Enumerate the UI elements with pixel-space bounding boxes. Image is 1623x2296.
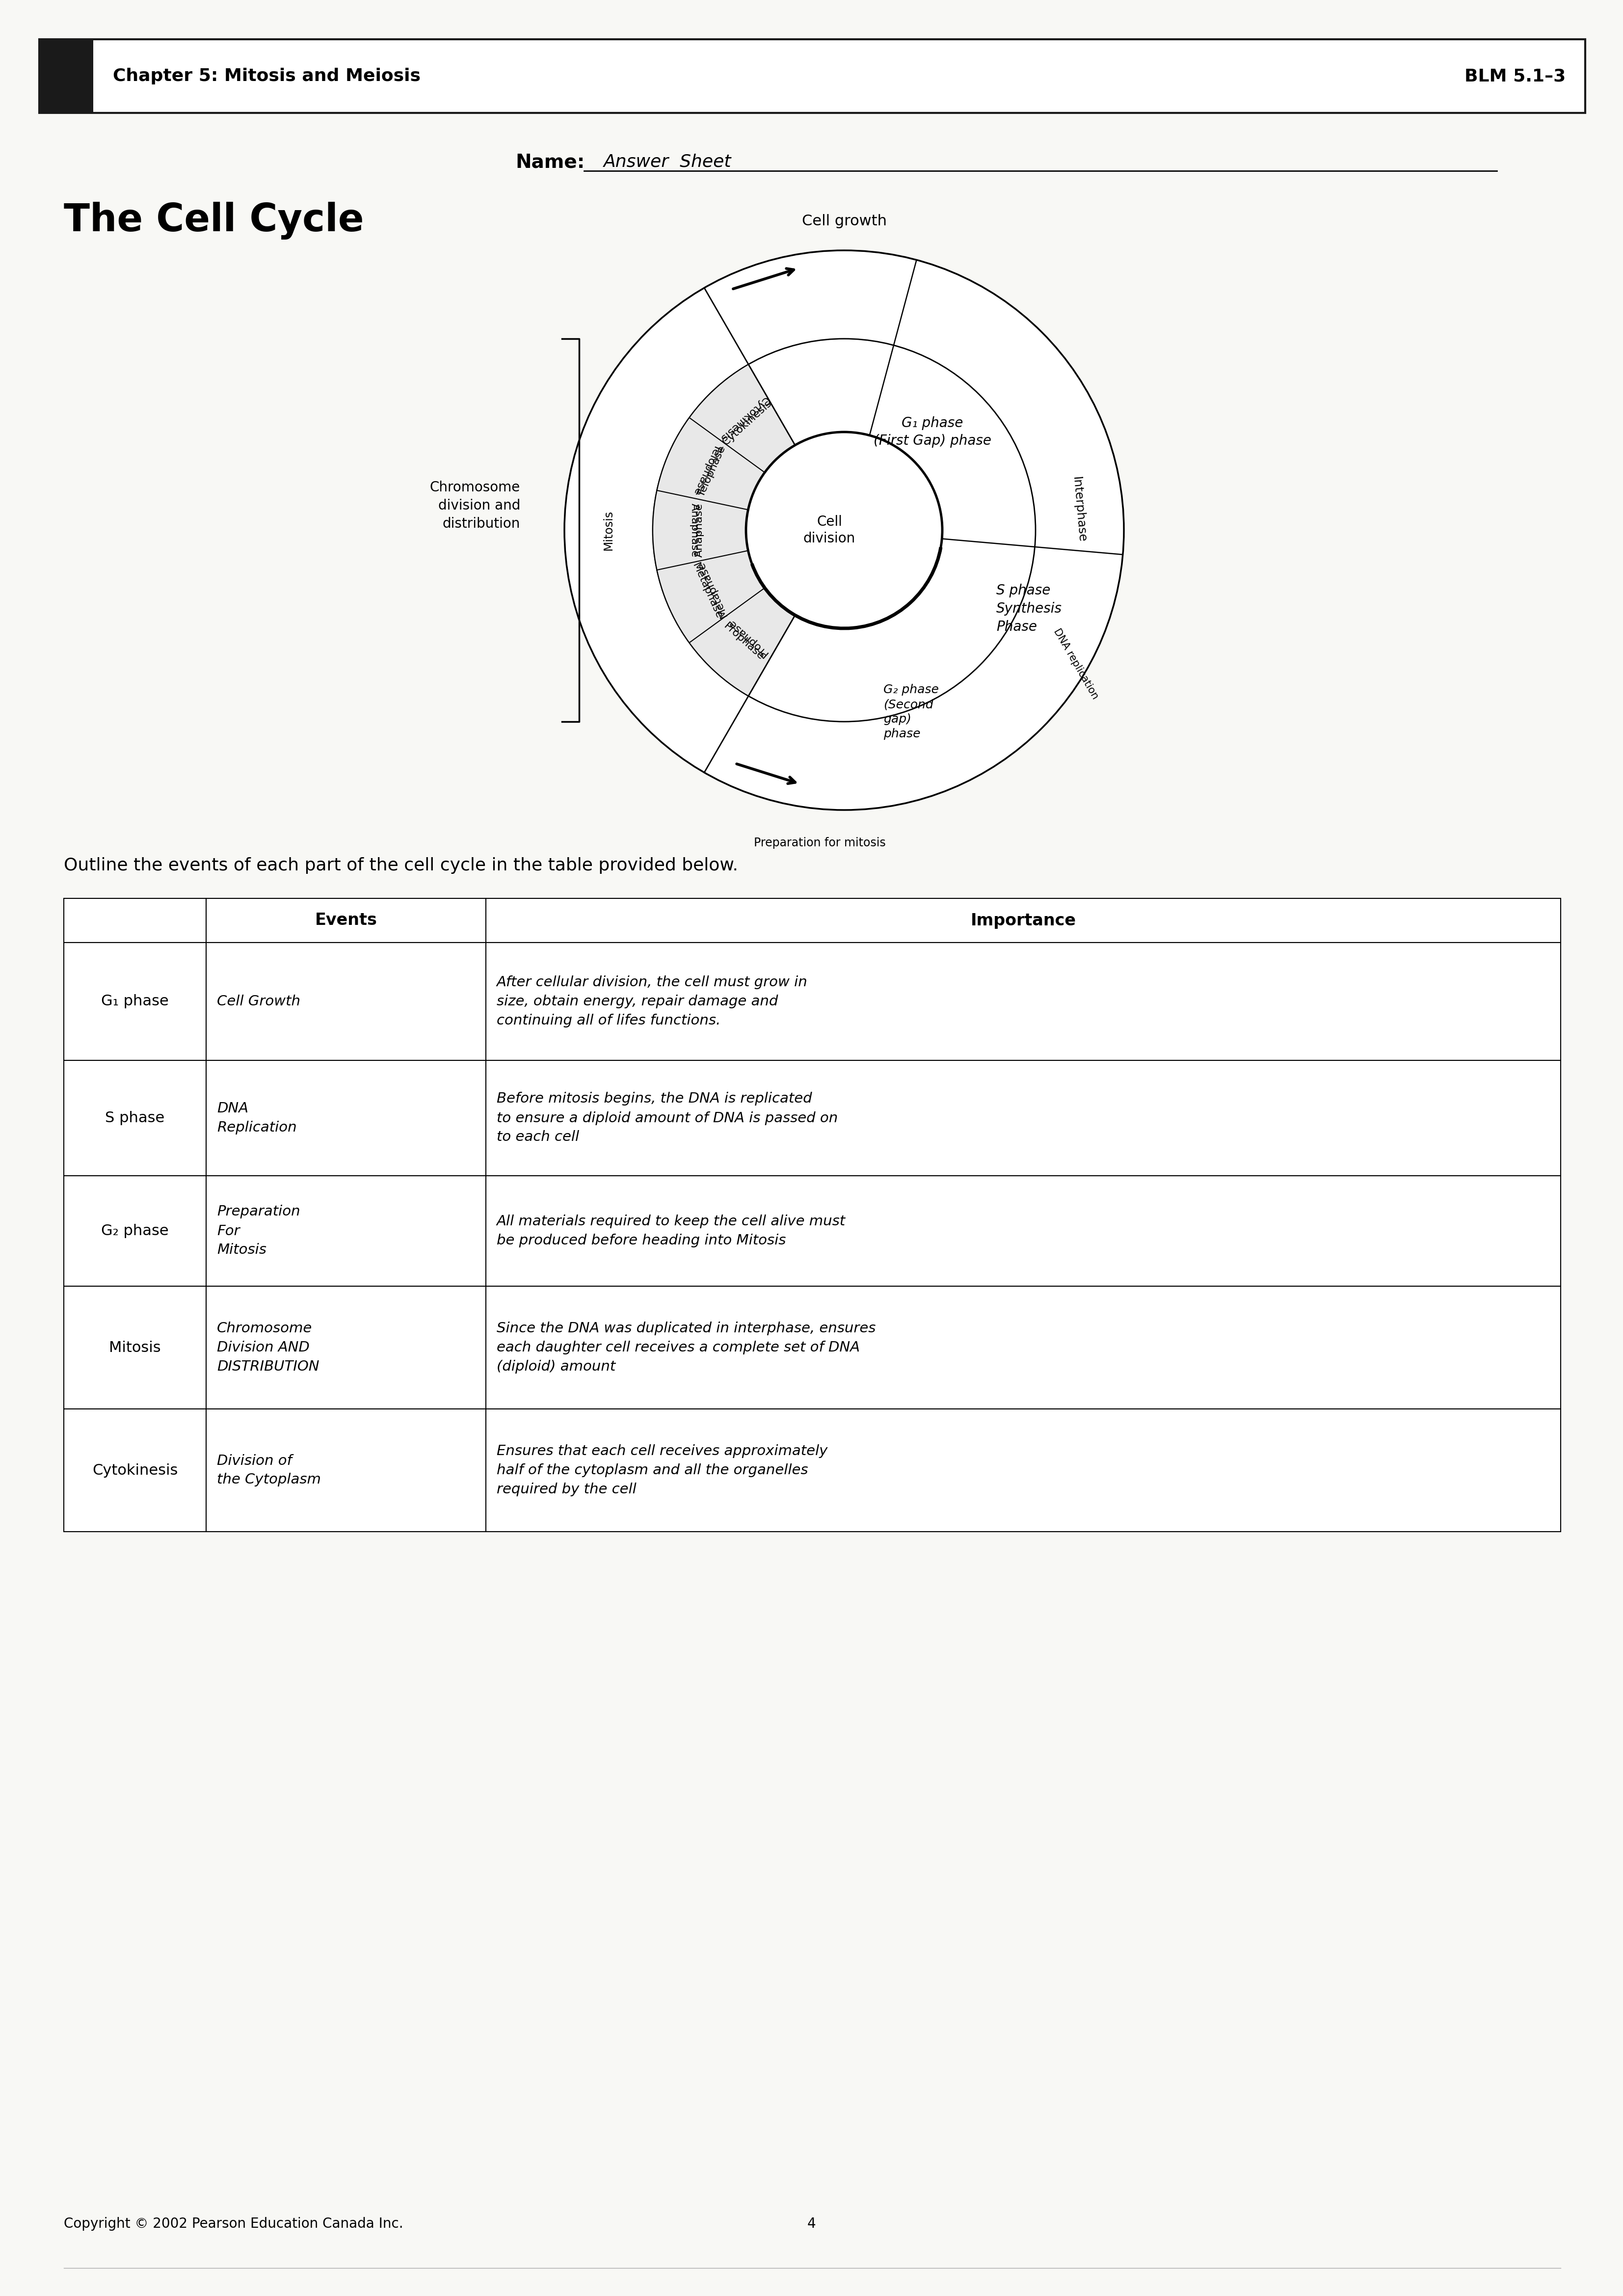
Text: Chromosome
Division AND
DISTRIBUTION: Chromosome Division AND DISTRIBUTION: [217, 1322, 320, 1373]
Text: Cytokinesis: Cytokinesis: [93, 1463, 179, 1476]
Text: Cell Growth: Cell Growth: [217, 994, 300, 1008]
Text: Importance: Importance: [971, 912, 1076, 928]
Text: Answer  Sheet: Answer Sheet: [604, 154, 732, 170]
Circle shape: [747, 432, 943, 629]
Bar: [206, 898, 485, 944]
Text: Metaphase: Metaphase: [691, 563, 724, 620]
Text: Outline the events of each part of the cell cycle in the table provided below.: Outline the events of each part of the c…: [63, 856, 738, 875]
Text: Mitosis: Mitosis: [602, 510, 615, 551]
Text: Name:: Name:: [516, 152, 584, 172]
Text: Division of
the Cytoplasm: Division of the Cytoplasm: [217, 1453, 321, 1488]
Text: Prophase: Prophase: [725, 618, 769, 659]
Bar: [485, 898, 1561, 944]
Bar: [63, 1410, 206, 1531]
Wedge shape: [652, 365, 795, 696]
Bar: [39, 39, 1586, 113]
Text: Preparation for mitosis: Preparation for mitosis: [753, 838, 886, 850]
Circle shape: [565, 250, 1123, 810]
Bar: [63, 1176, 206, 1286]
Circle shape: [652, 340, 1035, 721]
Text: G₁ phase: G₁ phase: [101, 994, 169, 1008]
Text: Mitosis: Mitosis: [109, 1341, 161, 1355]
Bar: [206, 1410, 485, 1531]
Text: All materials required to keep the cell alive must
be produced before heading in: All materials required to keep the cell …: [497, 1215, 846, 1247]
Text: Chromosome
division and
distribution: Chromosome division and distribution: [430, 480, 521, 530]
Text: Chapter 5: Mitosis and Meiosis: Chapter 5: Mitosis and Meiosis: [114, 69, 420, 85]
Text: Events: Events: [315, 912, 377, 928]
Text: Anaphase: Anaphase: [690, 503, 700, 558]
Text: 4: 4: [807, 2218, 816, 2232]
Text: Preparation
For
Mitosis: Preparation For Mitosis: [217, 1205, 300, 1256]
Text: Telophase: Telophase: [696, 445, 727, 498]
Bar: [485, 944, 1561, 1061]
Text: S phase
Synthesis
Phase: S phase Synthesis Phase: [997, 583, 1061, 634]
Bar: [63, 1286, 206, 1410]
Bar: [485, 1410, 1561, 1531]
Bar: [39, 39, 93, 113]
Text: Anaphase: Anaphase: [695, 503, 704, 558]
Text: Ensures that each cell receives approximately
half of the cytoplasm and all the : Ensures that each cell receives approxim…: [497, 1444, 828, 1497]
Bar: [206, 1176, 485, 1286]
Text: Before mitosis begins, the DNA is replicated
to ensure a diploid amount of DNA i: Before mitosis begins, the DNA is replic…: [497, 1093, 837, 1143]
Bar: [485, 1176, 1561, 1286]
Text: G₂ phase: G₂ phase: [101, 1224, 169, 1238]
Text: The Cell Cycle: The Cell Cycle: [63, 202, 364, 239]
Text: Telophase: Telophase: [691, 443, 722, 496]
Text: Metaphase: Metaphase: [695, 560, 729, 618]
Text: DNA replication: DNA replication: [1052, 627, 1100, 700]
Text: Cell growth: Cell growth: [802, 214, 886, 227]
Text: BLM 5.1–3: BLM 5.1–3: [1464, 69, 1566, 85]
Bar: [485, 1286, 1561, 1410]
Text: S phase: S phase: [105, 1111, 164, 1125]
Text: Cytokinesis: Cytokinesis: [717, 395, 771, 443]
Bar: [206, 1286, 485, 1410]
Bar: [206, 944, 485, 1061]
Text: G₁ phase
(First Gap) phase: G₁ phase (First Gap) phase: [873, 416, 992, 448]
Bar: [206, 1061, 485, 1176]
Text: DNA
Replication: DNA Replication: [217, 1102, 297, 1134]
Text: Cell
division: Cell division: [803, 514, 855, 546]
Bar: [63, 898, 206, 944]
Bar: [63, 1061, 206, 1176]
Text: Copyright © 2002 Pearson Education Canada Inc.: Copyright © 2002 Pearson Education Canad…: [63, 2218, 403, 2232]
Bar: [63, 944, 206, 1061]
Text: Prophase: Prophase: [722, 620, 766, 661]
Text: Interphase: Interphase: [1070, 475, 1087, 544]
Text: Since the DNA was duplicated in interphase, ensures
each daughter cell receives : Since the DNA was duplicated in interpha…: [497, 1322, 876, 1373]
Text: G₂ phase
(Second
gap)
phase: G₂ phase (Second gap) phase: [883, 684, 938, 739]
Text: After cellular division, the cell must grow in
size, obtain energy, repair damag: After cellular division, the cell must g…: [497, 976, 808, 1029]
Bar: [485, 1061, 1561, 1176]
Text: Cytokinesis: Cytokinesis: [721, 397, 774, 448]
